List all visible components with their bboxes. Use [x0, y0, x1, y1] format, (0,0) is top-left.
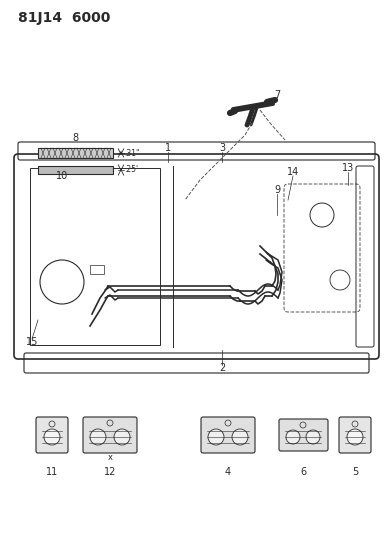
Text: .31": .31": [124, 149, 140, 157]
Text: 10: 10: [56, 171, 68, 181]
Text: 5: 5: [352, 467, 358, 477]
Circle shape: [90, 429, 106, 445]
Text: 14: 14: [287, 167, 299, 177]
Text: 15: 15: [26, 337, 38, 347]
Circle shape: [208, 429, 224, 445]
Bar: [90, 265, 104, 274]
Bar: [30, 168, 160, 345]
Text: 2: 2: [219, 363, 225, 373]
Circle shape: [44, 429, 60, 445]
Text: 1: 1: [165, 143, 171, 153]
Circle shape: [347, 429, 363, 445]
Text: 8: 8: [72, 133, 78, 143]
Text: 11: 11: [46, 467, 58, 477]
FancyBboxPatch shape: [201, 417, 255, 453]
FancyBboxPatch shape: [279, 419, 328, 451]
Text: 4: 4: [225, 467, 231, 477]
Text: 6: 6: [300, 467, 306, 477]
Text: 3: 3: [219, 143, 225, 153]
FancyBboxPatch shape: [36, 417, 68, 453]
Circle shape: [114, 429, 130, 445]
Text: x: x: [108, 453, 113, 462]
FancyBboxPatch shape: [339, 417, 371, 453]
Text: 12: 12: [104, 467, 116, 477]
Text: 13: 13: [342, 163, 354, 173]
Text: .25': .25': [124, 166, 138, 174]
Bar: [38, 166, 113, 174]
FancyBboxPatch shape: [83, 417, 137, 453]
Circle shape: [232, 429, 248, 445]
Circle shape: [286, 430, 300, 444]
Text: 9: 9: [274, 185, 280, 195]
Circle shape: [306, 430, 320, 444]
Text: 81J14  6000: 81J14 6000: [18, 11, 110, 25]
Text: 7: 7: [274, 90, 280, 100]
Bar: [38, 148, 113, 158]
